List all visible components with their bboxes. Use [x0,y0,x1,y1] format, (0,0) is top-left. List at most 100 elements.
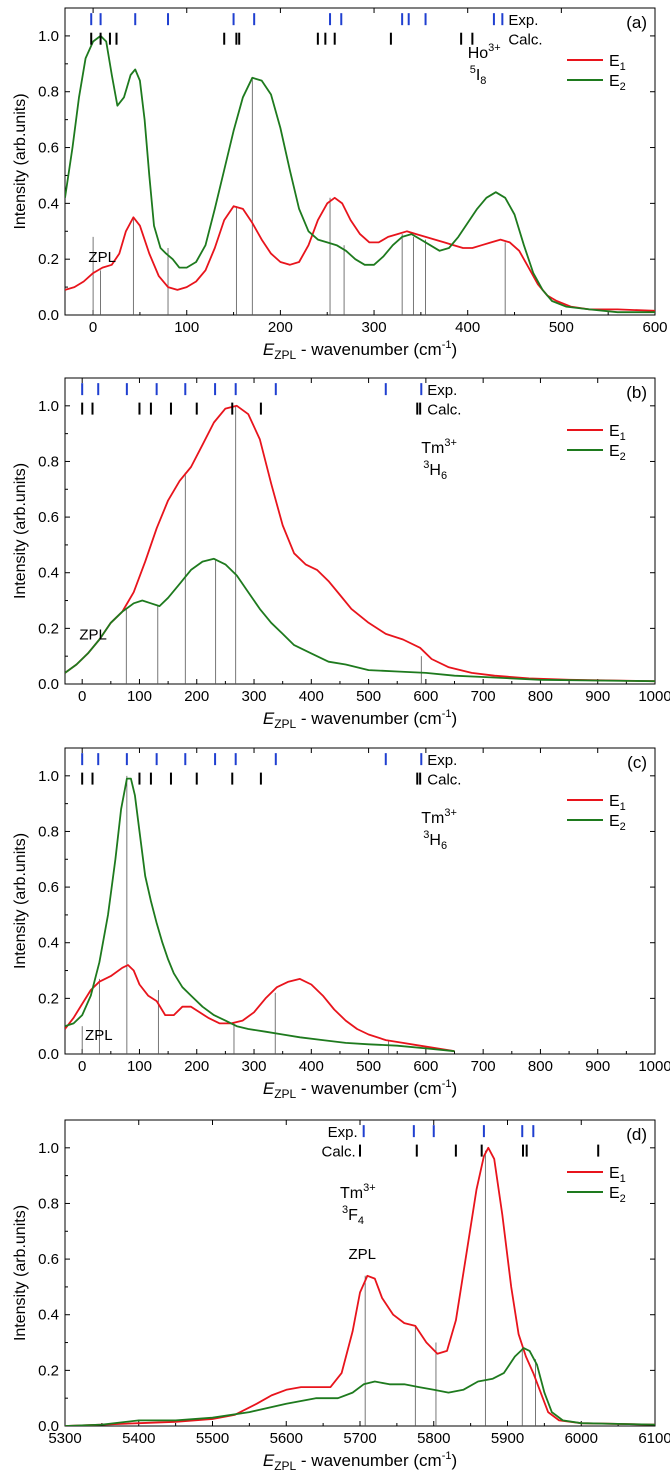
x-axis-label: EZPL - wavenumber (cm-1) [263,708,457,731]
x-tick-label: 5900 [491,1430,524,1447]
x-tick-label: 300 [242,688,267,705]
ion-base: Tm [340,1185,363,1202]
y-tick-label: 0.2 [38,251,59,268]
y-tick-label: 0.6 [38,509,59,526]
y-tick-label: 0.4 [38,195,59,212]
series-line-e2 [65,557,655,683]
panel-label: (a) [626,13,647,32]
x-axis-label: EZPL - wavenumber (cm-1) [263,339,457,362]
y-axis-label: Intensity (arb.units) [12,463,29,599]
ion-charge: 3+ [444,807,457,819]
ion-label: Tm3+ [421,437,457,457]
x-axis-label-text: - wavenumber (cm [296,340,441,359]
series-line-e2 [65,1347,655,1426]
chart-panel-0: 0 100 200 300 400 500 6000.00.20.40.60.81.0EZP… [12,7,668,362]
y-tick-label: 0.6 [38,1251,59,1268]
y-tick-label: 0.0 [38,1418,59,1435]
x-tick-label: 0 [78,1058,86,1075]
x-tick-label: 500 [549,319,574,336]
x-tick-label: 500 [356,688,381,705]
ion-label: Tm3+ [340,1182,376,1202]
series-line-e1 [65,196,655,312]
x-axis-label-main: E [263,1079,275,1098]
x-tick-label: 600 [413,1058,438,1075]
x-axis-label-text: - wavenumber (cm [296,1079,441,1098]
ion-term-multiplicity: 3 [423,829,429,841]
zpl-label: ZPL [85,1027,113,1044]
ion-term-label: 3H6 [423,829,447,852]
legend-label-sub: 2 [620,821,626,833]
y-tick-label: 0.4 [38,935,59,952]
x-tick-label: 300 [362,319,387,336]
y-tick-label: 0.6 [38,879,59,896]
legend-label-e2: E2 [609,1185,626,1205]
y-tick-label: 0.8 [38,453,59,470]
x-tick-label: 900 [585,688,610,705]
legend-label-e1: E1 [609,53,626,73]
x-tick-label: 100 [127,688,152,705]
y-tick-label: 0.2 [38,990,59,1007]
legend-label-e2: E2 [609,73,626,93]
x-axis-label-sup: -1 [442,1450,452,1462]
zpl-label: ZPL [88,249,116,266]
legend-label-name: E [609,443,620,460]
y-tick-label: 1.0 [38,768,59,785]
ion-term-multiplicity: 5 [470,64,476,76]
ion-term-label: 5I8 [470,64,487,87]
exp-label: Exp. [508,12,538,29]
legend-label-e2: E2 [609,813,626,833]
plot-frame [64,7,656,316]
series-line-e2 [65,777,455,1053]
ion-term-j: 6 [441,470,447,482]
plot-frame [64,377,656,685]
ion-term-multiplicity: 3 [423,459,429,471]
calc-label: Calc. [322,1144,356,1161]
plot-frame [64,747,656,1055]
ion-term-label: 3F4 [342,1204,364,1227]
x-tick-label: 800 [528,688,553,705]
x-axis-label-sub: ZPL [274,348,296,362]
ion-term-label: 3H6 [423,459,447,482]
x-axis-label: EZPL - wavenumber (cm-1) [263,1078,457,1101]
ion-term-j: 6 [441,840,447,852]
x-axis-label-main: E [263,709,275,728]
plot-frame [64,1119,656,1427]
plot-data [65,13,655,315]
chart-panel-3: 5300 5400 5500 5600 5700 5800 5900 6000 6100 0.0 0… [12,1119,670,1473]
y-tick-label: 0.8 [38,1195,59,1212]
ion-term-j: 4 [358,1215,364,1227]
x-tick-label: 100 [127,1058,152,1075]
x-tick-label: 400 [299,688,324,705]
x-axis-label-main: E [263,1451,275,1470]
series-line-e1 [65,1146,655,1426]
x-axis-label-sub: ZPL [274,1459,296,1473]
ion-label: Ho3+ [468,42,501,62]
legend-label-sub: 1 [620,801,626,813]
series-line-e1 [65,404,655,683]
y-axis-label: Intensity (arb.units) [12,93,29,229]
x-tick-label: 5500 [196,1430,229,1447]
legend-label-name: E [609,423,620,440]
x-tick-label: 5800 [417,1430,450,1447]
x-tick-label: 700 [471,688,496,705]
x-tick-label: 1000 [638,688,670,705]
x-tick-label: 500 [356,1058,381,1075]
x-axis-label-close: ) [451,340,457,359]
x-tick-label: 600 [413,688,438,705]
y-tick-label: 1.0 [38,1140,59,1157]
x-axis-label-text: - wavenumber (cm [296,1451,441,1470]
y-axis-label: Intensity (arb.units) [12,833,29,969]
legend-label-name: E [609,53,620,70]
x-tick-label: 6100 [638,1430,670,1447]
zpl-label: ZPL [349,1246,377,1263]
legend-label-name: E [609,73,620,90]
series-line-e2 [65,35,655,314]
legend-label-sub: 1 [620,61,626,73]
x-axis-label-text: - wavenumber (cm [296,709,441,728]
x-tick-label: 200 [268,319,293,336]
calc-label: Calc. [427,402,461,419]
x-tick-label: 1000 [638,1058,670,1075]
x-tick-label: 0 [78,688,86,705]
legend-label-sub: 2 [620,451,626,463]
